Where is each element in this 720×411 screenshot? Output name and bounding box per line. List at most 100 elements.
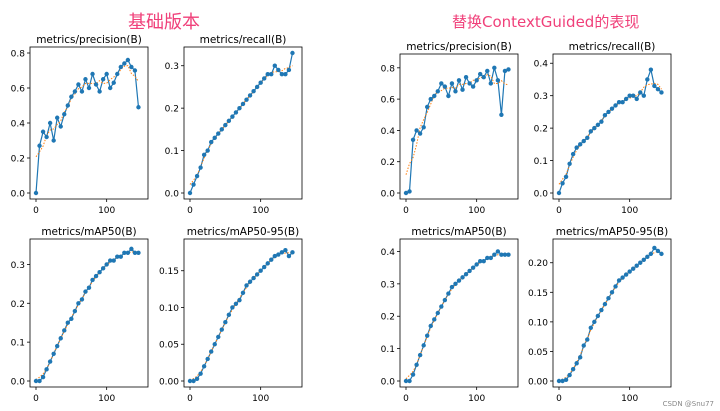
data-point (122, 250, 127, 255)
x-tick-label: 100 (252, 206, 269, 216)
x-tick-label: 100 (621, 394, 638, 404)
data-point (226, 312, 232, 318)
data-point (51, 351, 56, 356)
data-point (205, 148, 210, 153)
smooth-line (405, 253, 509, 380)
data-point (251, 88, 256, 94)
y-tick-label: 0.8 (11, 50, 26, 60)
data-point (100, 266, 106, 271)
data-point (467, 81, 472, 86)
data-point (648, 67, 654, 72)
data-point (240, 290, 246, 295)
data-point (132, 68, 138, 73)
data-point (283, 247, 288, 253)
y-tick-label: 0.0 (381, 378, 396, 388)
data-point (481, 75, 486, 80)
data-point (37, 378, 42, 384)
y-tick-label: 0.4 (534, 60, 549, 70)
data-point (463, 75, 469, 80)
data-point (506, 67, 511, 72)
data-point (51, 138, 56, 143)
data-point (446, 291, 451, 296)
chart-8: metrics/mAP50-95(B) 0.00 0.05 0.10 0.15 0.20 0… (528, 226, 672, 404)
data-point (492, 65, 497, 71)
data-point (453, 89, 458, 94)
x-tick-label: 0 (403, 206, 409, 216)
data-point (72, 308, 78, 314)
data-point (79, 89, 85, 94)
data-point (578, 142, 583, 147)
data-point (578, 355, 583, 360)
data-point (428, 96, 433, 102)
data-point (47, 359, 53, 364)
chart-title: metrics/mAP50(B) (411, 226, 506, 238)
data-point (421, 125, 426, 130)
data-point (44, 367, 49, 372)
chart-title: metrics/precision(B) (406, 41, 512, 53)
data-point (44, 134, 49, 140)
chart-6: metrics/recall(B) 0.0 0.1 0.2 0.3 0.4 0 100 (534, 41, 672, 216)
data-point (93, 273, 99, 279)
plot-frame (183, 238, 303, 388)
data-point (410, 372, 416, 377)
data-point (432, 317, 437, 322)
chart-4: metrics/mAP50-95(B) 0.00 0.05 0.10 0.15 0 100 (159, 226, 303, 404)
data-point (592, 319, 597, 325)
data-point (574, 361, 579, 366)
y-tick-label: 0.2 (11, 155, 25, 165)
data-point (93, 82, 99, 87)
data-point (194, 376, 200, 381)
data-point (599, 119, 604, 124)
data-point (230, 114, 235, 119)
chart-5: metrics/precision(B) 0.0 0.2 0.4 0.6 0.8 0 100 (381, 41, 519, 216)
data-point (283, 72, 288, 77)
data-point (83, 289, 88, 294)
data-point (216, 131, 221, 136)
data-point (463, 271, 469, 277)
y-tick-label: 0.4 (11, 120, 26, 130)
data-point (410, 137, 416, 142)
data-point (439, 81, 444, 86)
data-point (33, 190, 39, 196)
data-point (100, 77, 106, 82)
data-point (191, 182, 196, 187)
y-tick-label: 0.2 (165, 105, 179, 115)
data-point (563, 377, 569, 383)
data-point (251, 275, 256, 281)
data-point (269, 257, 274, 262)
data-point (118, 64, 124, 70)
smooth-line (558, 250, 662, 382)
data-point (104, 71, 109, 77)
data-point (276, 252, 281, 257)
data-point (86, 85, 92, 91)
data-point (485, 255, 490, 261)
x-tick-label: 100 (252, 394, 269, 404)
data-point (272, 63, 277, 68)
y-tick-label: 0.1 (534, 157, 548, 167)
data-point (201, 364, 207, 369)
x-tick-label: 100 (468, 394, 485, 404)
chart-title: metrics/mAP50(B) (41, 226, 136, 238)
data-point (414, 362, 419, 368)
data-point (115, 71, 120, 77)
data-point (556, 378, 562, 384)
data-point (495, 78, 501, 83)
y-tick-label: 0.1 (165, 147, 179, 157)
data-point (620, 99, 625, 105)
data-point (478, 258, 483, 264)
data-point (233, 110, 239, 115)
y-tick-label: 0.2 (11, 300, 25, 310)
data-point (40, 374, 46, 380)
data-point (247, 279, 253, 284)
data-point (198, 165, 203, 170)
data-point (205, 356, 210, 362)
data-point (432, 93, 437, 99)
data-point (136, 105, 141, 110)
data-point (623, 96, 629, 102)
data-point (108, 85, 113, 91)
data-point (286, 67, 292, 73)
data-point (439, 304, 444, 309)
data-point (449, 81, 455, 86)
y-tick-label: 0.00 (159, 378, 179, 388)
